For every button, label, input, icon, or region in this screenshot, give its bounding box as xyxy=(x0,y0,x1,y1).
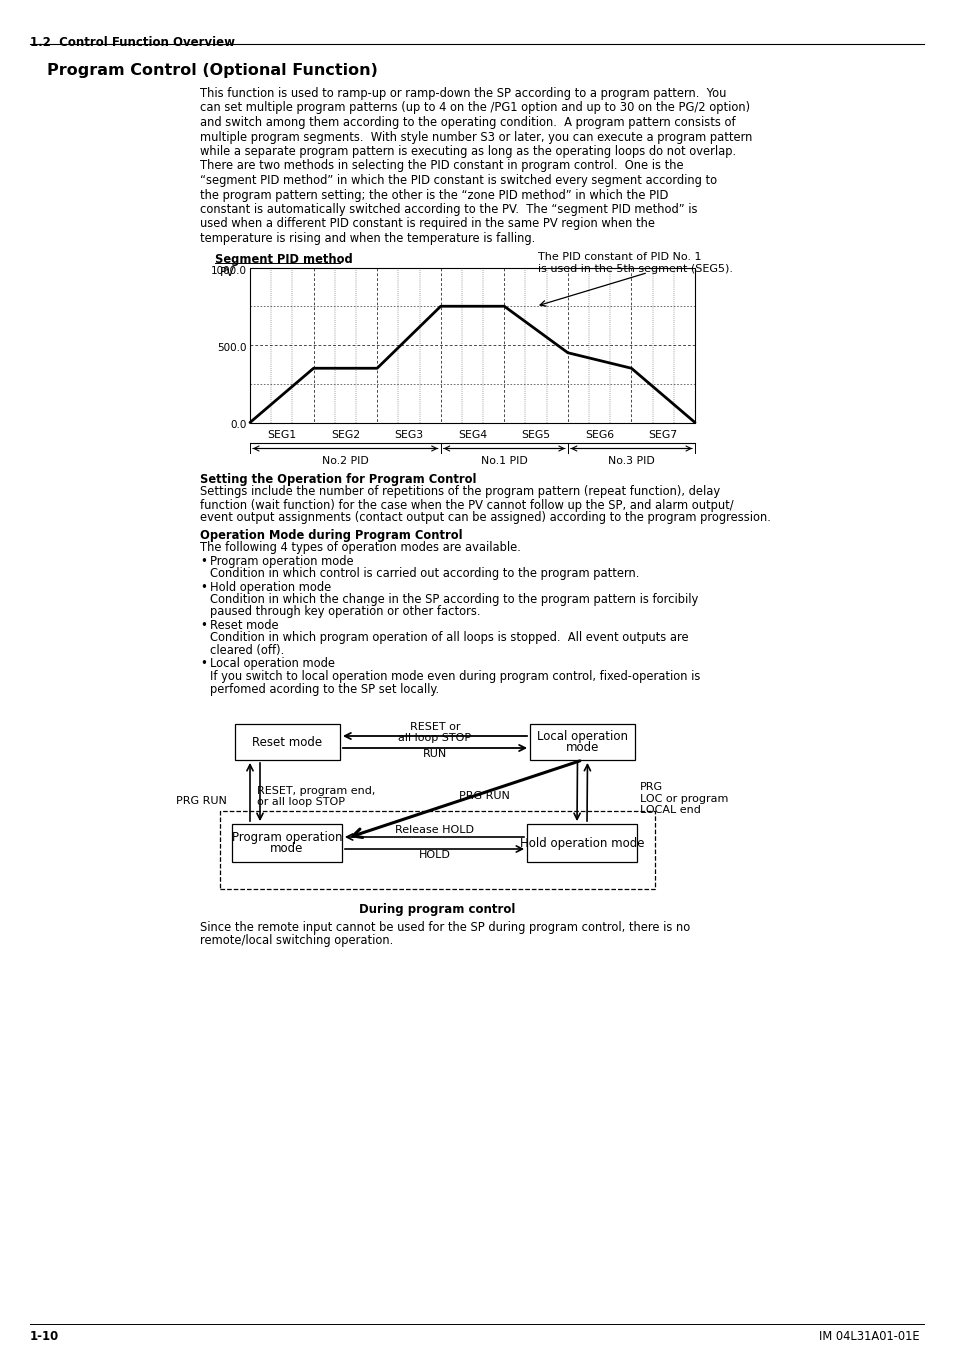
Text: remote/local switching operation.: remote/local switching operation. xyxy=(200,934,393,947)
Text: No.1 PID: No.1 PID xyxy=(480,457,527,466)
Text: •: • xyxy=(200,581,207,593)
Text: mode: mode xyxy=(270,842,303,855)
Text: Local operation mode: Local operation mode xyxy=(210,658,335,670)
Text: Program Control (Optional Function): Program Control (Optional Function) xyxy=(47,63,377,78)
Text: Condition in which the change in the SP according to the program pattern is forc: Condition in which the change in the SP … xyxy=(210,593,698,607)
Text: Condition in which control is carried out according to the program pattern.: Condition in which control is carried ou… xyxy=(210,567,639,580)
Text: Reset mode: Reset mode xyxy=(253,735,322,748)
Text: This function is used to ramp-up or ramp-down the SP according to a program patt: This function is used to ramp-up or ramp… xyxy=(200,86,725,100)
Text: Settings include the number of repetitions of the program pattern (repeat functi: Settings include the number of repetitio… xyxy=(200,485,720,499)
Text: If you switch to local operation mode even during program control, fixed-operati: If you switch to local operation mode ev… xyxy=(210,670,700,684)
Text: Operation Mode during Program Control: Operation Mode during Program Control xyxy=(200,528,462,542)
Text: The following 4 types of operation modes are available.: The following 4 types of operation modes… xyxy=(200,542,520,554)
Bar xyxy=(234,724,339,761)
Text: SEG3: SEG3 xyxy=(394,430,423,439)
Text: Since the remote input cannot be used for the SP during program control, there i: Since the remote input cannot be used fo… xyxy=(200,921,690,934)
Text: while a separate program pattern is executing as long as the operating loops do : while a separate program pattern is exec… xyxy=(200,145,736,158)
Text: IM 04L31A01-01E: IM 04L31A01-01E xyxy=(819,1329,919,1343)
Text: can set multiple program patterns (up to 4 on the /PG1 option and up to 30 on th: can set multiple program patterns (up to… xyxy=(200,101,749,115)
Text: 1-10: 1-10 xyxy=(30,1329,59,1343)
Text: LOC or program: LOC or program xyxy=(639,794,727,804)
Text: •: • xyxy=(200,619,207,632)
Text: PRG RUN: PRG RUN xyxy=(176,796,227,805)
Text: Program operation mode: Program operation mode xyxy=(210,554,354,567)
Text: SEG4: SEG4 xyxy=(457,430,487,439)
Text: and switch among them according to the operating condition.  A program pattern c: and switch among them according to the o… xyxy=(200,116,735,128)
Text: SEG6: SEG6 xyxy=(584,430,614,439)
Bar xyxy=(530,724,635,761)
Text: 1.2  Control Function Overview: 1.2 Control Function Overview xyxy=(30,36,234,49)
Text: event output assignments (contact output can be assigned) according to the progr: event output assignments (contact output… xyxy=(200,512,770,524)
Text: is used in the 5th segment (SEG5).: is used in the 5th segment (SEG5). xyxy=(537,265,732,274)
Text: “segment PID method” in which the PID constant is switched every segment accordi: “segment PID method” in which the PID co… xyxy=(200,174,717,186)
Text: cleared (off).: cleared (off). xyxy=(210,644,284,657)
Text: RUN: RUN xyxy=(422,748,447,759)
Bar xyxy=(250,267,695,423)
Text: RESET or: RESET or xyxy=(410,721,459,732)
Text: SEG7: SEG7 xyxy=(648,430,677,439)
Text: SEG1: SEG1 xyxy=(267,430,296,439)
Text: The PID constant of PID No. 1: The PID constant of PID No. 1 xyxy=(537,253,700,262)
Bar xyxy=(220,811,655,889)
Text: all loop STOP: all loop STOP xyxy=(398,734,471,743)
Text: the program pattern setting; the other is the “zone PID method” in which the PID: the program pattern setting; the other i… xyxy=(200,189,668,201)
Text: No.2 PID: No.2 PID xyxy=(322,457,369,466)
Text: perfomed acording to the SP set locally.: perfomed acording to the SP set locally. xyxy=(210,682,438,696)
Text: PRG RUN: PRG RUN xyxy=(458,790,510,801)
Text: Segment PID method: Segment PID method xyxy=(214,253,353,266)
Text: PV: PV xyxy=(220,266,234,278)
Text: 500.0: 500.0 xyxy=(217,343,247,353)
Text: There are two methods in selecting the PID constant in program control.  One is : There are two methods in selecting the P… xyxy=(200,159,683,173)
Text: paused through key operation or other factors.: paused through key operation or other fa… xyxy=(210,605,480,619)
Text: SEG5: SEG5 xyxy=(521,430,550,439)
Text: LOCAL end: LOCAL end xyxy=(639,805,700,815)
Text: 0.0: 0.0 xyxy=(231,420,247,431)
Bar xyxy=(232,824,341,862)
Text: Setting the Operation for Program Control: Setting the Operation for Program Contro… xyxy=(200,473,476,485)
Text: Release HOLD: Release HOLD xyxy=(395,825,474,835)
Text: •: • xyxy=(200,554,207,567)
Text: RESET, program end,: RESET, program end, xyxy=(256,786,375,796)
Text: During program control: During program control xyxy=(359,902,516,916)
Text: Hold operation mode: Hold operation mode xyxy=(519,836,643,850)
Text: multiple program segments.  With style number S3 or later, you can execute a pro: multiple program segments. With style nu… xyxy=(200,131,752,143)
Text: Reset mode: Reset mode xyxy=(210,619,278,632)
Text: mode: mode xyxy=(565,740,598,754)
Text: PRG: PRG xyxy=(639,782,662,792)
Text: •: • xyxy=(200,658,207,670)
Text: Local operation: Local operation xyxy=(537,730,627,743)
Text: function (wait function) for the case when the PV cannot follow up the SP, and a: function (wait function) for the case wh… xyxy=(200,499,733,512)
Text: Hold operation mode: Hold operation mode xyxy=(210,581,331,593)
Text: HOLD: HOLD xyxy=(418,850,450,861)
Text: temperature is rising and when the temperature is falling.: temperature is rising and when the tempe… xyxy=(200,232,535,245)
Text: SEG2: SEG2 xyxy=(331,430,359,439)
Text: No.3 PID: No.3 PID xyxy=(607,457,654,466)
Text: Program operation: Program operation xyxy=(232,831,342,844)
Text: constant is automatically switched according to the PV.  The “segment PID method: constant is automatically switched accor… xyxy=(200,203,697,216)
Bar xyxy=(526,824,637,862)
Text: Condition in which program operation of all loops is stopped.  All event outputs: Condition in which program operation of … xyxy=(210,631,688,644)
Text: used when a different PID constant is required in the same PV region when the: used when a different PID constant is re… xyxy=(200,218,655,231)
Text: 1000.0: 1000.0 xyxy=(211,266,247,276)
Text: or all loop STOP: or all loop STOP xyxy=(256,797,345,807)
